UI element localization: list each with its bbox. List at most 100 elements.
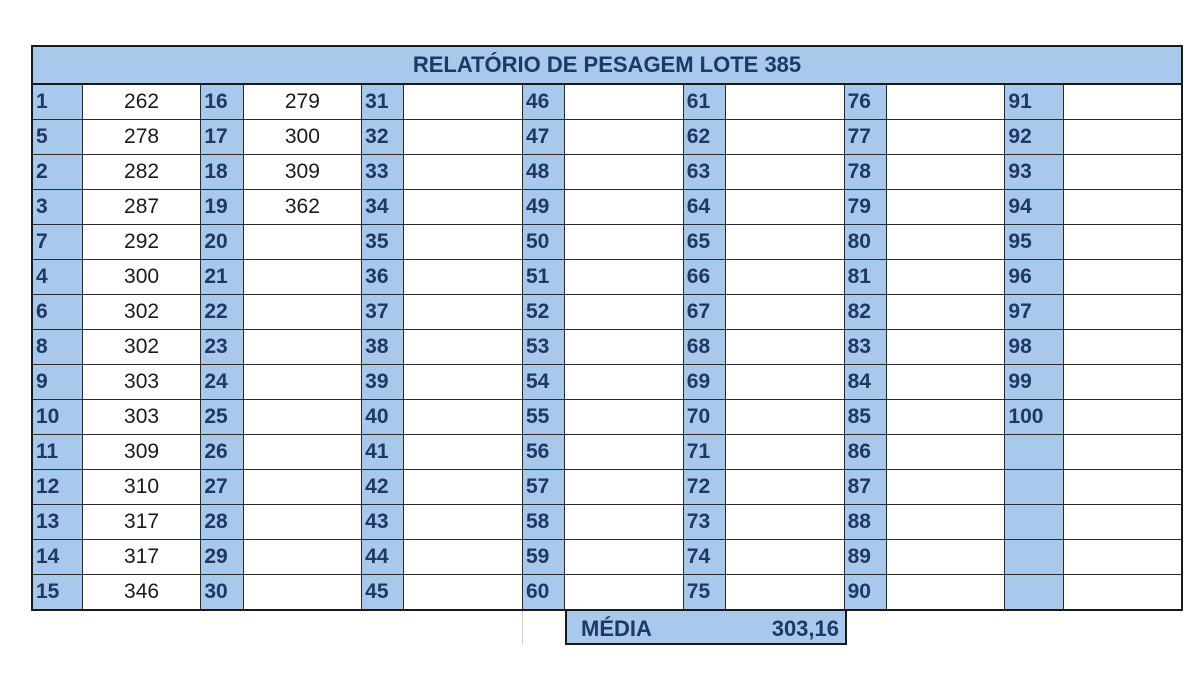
weight-cell — [564, 259, 684, 295]
lot-number-cell: 38 — [361, 329, 405, 365]
weight-cell — [564, 224, 684, 260]
lot-number-cell: 42 — [361, 469, 405, 505]
average-box: MÉDIA 303,16 — [565, 609, 847, 645]
weight-cell: 302 — [81, 294, 202, 330]
table-row: 15 346 30 45 60 75 90 — [31, 574, 1183, 611]
table-row: 7 292 20 35 50 65 80 95 — [31, 224, 1183, 260]
lot-number-cell: 26 — [200, 434, 244, 470]
weight-cell — [725, 504, 845, 540]
weight-cell — [403, 83, 523, 120]
weight-cell — [403, 224, 523, 260]
lot-number-cell: 2 — [31, 154, 83, 190]
lot-number-cell: 52 — [521, 294, 566, 330]
table-row: 13 317 28 43 58 73 88 — [31, 504, 1183, 540]
weight-cell — [564, 434, 684, 470]
weighing-table: RELATÓRIO DE PESAGEM LOTE 385 1 262 16 279 3… — [31, 45, 1183, 611]
weight-cell — [403, 329, 523, 365]
lot-number-cell: 9 — [31, 364, 83, 400]
weight-cell — [725, 224, 845, 260]
weight-cell — [1062, 119, 1183, 155]
lot-number-cell: 32 — [361, 119, 405, 155]
weight-cell — [403, 539, 523, 575]
lot-number-cell: 70 — [682, 399, 727, 435]
weight-cell: 317 — [81, 539, 202, 575]
table-row: 4 300 21 36 51 66 81 96 — [31, 259, 1183, 295]
weight-cell — [1062, 259, 1183, 295]
weight-cell — [242, 364, 363, 400]
lot-number-cell: 46 — [521, 83, 566, 120]
weight-cell — [725, 189, 845, 225]
lot-number-cell: 65 — [682, 224, 727, 260]
lot-number-cell: 54 — [521, 364, 566, 400]
lot-number-cell: 79 — [843, 189, 887, 225]
lot-number-cell: 49 — [521, 189, 566, 225]
weight-cell — [403, 294, 523, 330]
weight-cell: 346 — [81, 574, 202, 611]
lot-number-cell: 18 — [200, 154, 244, 190]
weight-cell — [242, 399, 363, 435]
weight-cell — [885, 539, 1006, 575]
weight-cell — [403, 434, 523, 470]
weight-cell — [725, 539, 845, 575]
lot-number-cell: 77 — [843, 119, 887, 155]
weight-cell — [1062, 399, 1183, 435]
lot-number-cell: 24 — [200, 364, 244, 400]
lot-number-cell: 57 — [521, 469, 566, 505]
weight-cell — [242, 539, 363, 575]
weight-cell — [403, 574, 523, 611]
table-row: 11 309 26 41 56 71 86 — [31, 434, 1183, 470]
lot-number-cell: 93 — [1004, 154, 1064, 190]
lot-number-cell: 13 — [31, 504, 83, 540]
lot-number-cell: 33 — [361, 154, 405, 190]
weight-cell — [725, 434, 845, 470]
weight-cell — [885, 574, 1006, 611]
lot-number-cell: 41 — [361, 434, 405, 470]
lot-number-cell: 15 — [31, 574, 83, 611]
lot-number-cell: 96 — [1004, 259, 1064, 295]
lot-number-cell: 56 — [521, 434, 566, 470]
lot-number-cell: 51 — [521, 259, 566, 295]
lot-number-cell: 86 — [843, 434, 887, 470]
lot-number-cell: 91 — [1004, 83, 1064, 120]
weight-cell — [1062, 294, 1183, 330]
weight-cell: 282 — [81, 154, 202, 190]
lot-number-cell: 43 — [361, 504, 405, 540]
weight-cell — [564, 83, 684, 120]
lot-number-cell: 50 — [521, 224, 566, 260]
lot-number-cell: 88 — [843, 504, 887, 540]
lot-number-cell: 71 — [682, 434, 727, 470]
lot-number-cell: 48 — [521, 154, 566, 190]
lot-number-cell: 76 — [843, 83, 887, 120]
lot-number-cell — [1004, 434, 1064, 470]
weight-cell: 302 — [81, 329, 202, 365]
weight-cell — [403, 189, 523, 225]
table-row: 6 302 22 37 52 67 82 97 — [31, 294, 1183, 330]
lot-number-cell: 89 — [843, 539, 887, 575]
weight-cell: 300 — [242, 119, 363, 155]
lot-number-cell: 80 — [843, 224, 887, 260]
lot-number-cell: 78 — [843, 154, 887, 190]
weight-cell — [725, 259, 845, 295]
lot-number-cell — [1004, 539, 1064, 575]
weight-cell — [242, 259, 363, 295]
weight-cell — [885, 224, 1006, 260]
weight-cell — [725, 294, 845, 330]
weight-cell: 309 — [81, 434, 202, 470]
table-row: 1 262 16 279 31 46 61 76 91 — [31, 83, 1183, 120]
table-row: 3 287 19 362 34 49 64 79 94 — [31, 189, 1183, 225]
lot-number-cell: 84 — [843, 364, 887, 400]
weight-cell — [1062, 83, 1183, 120]
lot-number-cell: 7 — [31, 224, 83, 260]
lot-number-cell: 87 — [843, 469, 887, 505]
lot-number-cell: 73 — [682, 504, 727, 540]
weight-cell — [1062, 329, 1183, 365]
weight-cell — [564, 119, 684, 155]
lot-number-cell: 5 — [31, 119, 83, 155]
weight-cell — [403, 119, 523, 155]
lot-number-cell: 55 — [521, 399, 566, 435]
table-row: 9 303 24 39 54 69 84 99 — [31, 364, 1183, 400]
weight-cell — [1062, 224, 1183, 260]
table-row: 2 282 18 309 33 48 63 78 93 — [31, 154, 1183, 190]
weight-cell — [242, 469, 363, 505]
lot-number-cell: 68 — [682, 329, 727, 365]
